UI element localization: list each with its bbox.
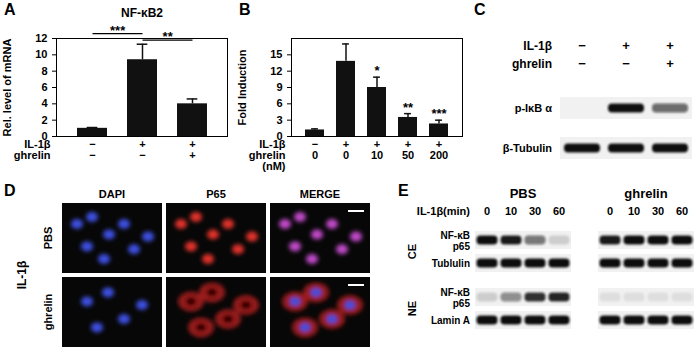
svg-text:0: 0 xyxy=(607,205,613,217)
svg-text:NF-κB2: NF-κB2 xyxy=(121,6,163,20)
svg-text:−0: −0 xyxy=(312,138,318,161)
svg-text:30: 30 xyxy=(529,205,541,217)
svg-text:E: E xyxy=(398,182,409,199)
svg-text:10: 10 xyxy=(628,205,640,217)
svg-text:β-Tubulin: β-Tubulin xyxy=(503,142,553,154)
svg-text:−: − xyxy=(578,56,586,71)
svg-text:ghrelin: ghrelin xyxy=(624,186,667,201)
svg-text:NF-κBp65: NF-κBp65 xyxy=(441,287,471,309)
svg-text:9: 9 xyxy=(276,81,282,93)
svg-text:60: 60 xyxy=(676,205,688,217)
svg-text:0: 0 xyxy=(276,130,283,142)
svg-text:IL-1β: IL-1β xyxy=(259,138,286,151)
svg-text:+: + xyxy=(622,38,630,53)
svg-text:ghrelin: ghrelin xyxy=(14,149,51,161)
svg-text:p-IκB α: p-IκB α xyxy=(515,102,553,114)
svg-text:10: 10 xyxy=(505,205,517,217)
svg-text:30: 30 xyxy=(652,205,664,217)
svg-text:−: − xyxy=(622,56,630,71)
svg-text:60: 60 xyxy=(553,205,565,217)
svg-text:CE: CE xyxy=(406,244,418,259)
svg-text:IL-1β(min): IL-1β(min) xyxy=(417,205,470,217)
svg-text:NF-κBp65: NF-κBp65 xyxy=(441,230,471,252)
svg-text:Lamin A: Lamin A xyxy=(431,315,470,326)
svg-text:DAPI: DAPI xyxy=(99,188,125,200)
svg-text:−−: −− xyxy=(89,138,95,161)
svg-text:++: ++ xyxy=(189,138,195,161)
svg-text:+50: +50 xyxy=(402,138,414,161)
svg-text:+200: +200 xyxy=(430,138,448,161)
svg-text:+10: +10 xyxy=(371,138,383,161)
svg-text:ghrelin: ghrelin xyxy=(512,57,552,71)
svg-text:A: A xyxy=(4,1,16,18)
svg-text:12: 12 xyxy=(270,65,282,77)
svg-text:+0: +0 xyxy=(343,138,349,161)
svg-text:−: − xyxy=(578,38,586,53)
svg-text:MERGE: MERGE xyxy=(300,188,340,200)
svg-text:+−: +− xyxy=(139,138,145,161)
svg-text:0: 0 xyxy=(484,205,490,217)
svg-text:PBS: PBS xyxy=(510,186,537,201)
svg-text:ghrelin: ghrelin xyxy=(42,293,54,330)
svg-text:C: C xyxy=(474,1,486,18)
svg-text:10: 10 xyxy=(35,48,47,60)
svg-text:*: * xyxy=(374,63,380,78)
svg-text:15: 15 xyxy=(270,48,282,60)
svg-text:0: 0 xyxy=(41,130,48,142)
svg-text:IL-1β: IL-1β xyxy=(15,261,29,290)
svg-text:Rel. level of mRNA: Rel. level of mRNA xyxy=(1,39,13,137)
svg-text:P65: P65 xyxy=(206,188,226,200)
svg-text:6: 6 xyxy=(276,97,282,109)
svg-text:4: 4 xyxy=(41,97,48,109)
svg-text:+: + xyxy=(666,56,674,71)
svg-text:B: B xyxy=(239,1,251,18)
svg-text:8: 8 xyxy=(41,65,47,77)
svg-text:2: 2 xyxy=(41,114,47,126)
svg-text:IL-1β: IL-1β xyxy=(523,39,552,53)
svg-text:Fold Induction: Fold Induction xyxy=(236,49,248,125)
svg-text:***: *** xyxy=(110,23,126,38)
svg-text:6: 6 xyxy=(41,81,47,93)
svg-text:NE: NE xyxy=(406,301,418,316)
svg-text:IL-1β: IL-1β xyxy=(24,138,51,151)
svg-text:**: ** xyxy=(403,100,414,115)
svg-text:D: D xyxy=(4,182,16,199)
svg-text:PBS: PBS xyxy=(42,227,54,250)
svg-text:12: 12 xyxy=(35,32,47,44)
svg-text:**: ** xyxy=(163,29,174,44)
svg-text:Tublulin: Tublulin xyxy=(432,258,470,269)
svg-text:***: *** xyxy=(431,106,447,121)
svg-text:+: + xyxy=(666,38,674,53)
svg-text:ghrelin(nM): ghrelin(nM) xyxy=(249,149,286,172)
svg-text:3: 3 xyxy=(276,114,282,126)
